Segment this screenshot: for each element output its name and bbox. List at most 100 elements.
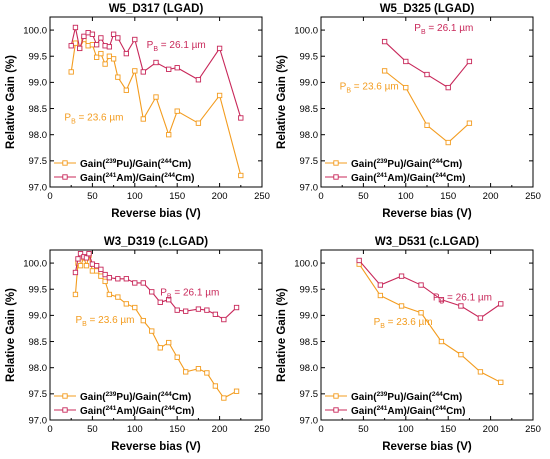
data-point [106, 44, 113, 50]
data-point [174, 354, 180, 360]
data-point [216, 45, 223, 52]
x-axis-label: Reverse bias (V) [111, 441, 201, 453]
x-tick-label: 50 [87, 191, 98, 202]
data-point [149, 328, 155, 334]
data-point [466, 120, 473, 126]
data-point [85, 43, 91, 49]
y-tick-label: 97.0 [29, 415, 48, 426]
y-tick-label: 99.5 [29, 52, 48, 63]
data-point [477, 369, 484, 375]
data-point [140, 116, 146, 122]
x-tick-label: 200 [483, 191, 499, 202]
data-point [204, 307, 210, 313]
pitch-annotation: PB = 23.6 µm [374, 317, 433, 330]
data-point [418, 282, 424, 288]
x-tick-label: 0 [47, 424, 52, 435]
data-point [106, 53, 113, 59]
y-tick-label: 97.0 [300, 415, 319, 426]
chart-title: W3_D531 (c.LGAD) [375, 236, 479, 248]
y-axis-label: Relative Gain (%) [5, 288, 17, 382]
data-point [93, 263, 100, 269]
data-point [132, 280, 138, 286]
data-point [89, 261, 96, 267]
chart-panel-0: W5_D317 (LGAD) 0 50 100 150 200 250 97.0 97.5 98.… [5, 3, 270, 220]
y-tick-label: 97.5 [300, 389, 319, 400]
data-point [132, 36, 138, 43]
x-tick-label: 0 [318, 191, 323, 202]
x-tick-label: 50 [358, 424, 369, 435]
x-tick-label: 150 [169, 424, 185, 435]
data-point [195, 120, 202, 126]
data-point [498, 379, 504, 385]
data-point [238, 115, 244, 121]
data-point [98, 273, 104, 279]
legend-label: Gain(239Pu)/Gain(244Cm) [80, 158, 191, 170]
legend-marker [333, 160, 339, 166]
data-point [123, 87, 129, 93]
data-point [93, 268, 100, 274]
data-point [157, 345, 163, 351]
data-point [86, 251, 92, 257]
x-tick-label: 50 [358, 191, 369, 202]
data-point [115, 35, 121, 41]
data-point [98, 35, 104, 41]
data-point [89, 42, 96, 48]
pitch-annotation: PB = 23.6 µm [340, 82, 399, 95]
data-point [98, 50, 104, 57]
data-point [149, 289, 155, 295]
legend-label: Gain(241Am)/Gain(244Cm) [351, 172, 466, 184]
data-point [438, 297, 445, 303]
data-point [233, 388, 240, 394]
data-point [204, 370, 210, 376]
legend-label: Gain(239Pu)/Gain(244Cm) [351, 391, 462, 403]
x-tick-label: 250 [254, 424, 270, 435]
legend-marker [62, 174, 68, 180]
data-point [458, 303, 464, 309]
series-line-1 [358, 260, 502, 319]
data-point [216, 92, 223, 99]
plot-data [381, 38, 473, 146]
data-point [123, 276, 129, 282]
data-point [110, 31, 117, 37]
data-point [195, 366, 202, 372]
x-tick-label: 100 [398, 424, 414, 435]
data-point [89, 268, 96, 274]
data-point [166, 339, 172, 346]
x-tick-label: 200 [212, 191, 228, 202]
legend-marker [62, 393, 68, 399]
data-point [424, 71, 430, 78]
y-tick-label: 100.0 [294, 258, 318, 269]
y-axis-label: Relative Gain (%) [276, 288, 288, 382]
data-point [106, 275, 113, 281]
data-point [356, 257, 362, 264]
x-axis-label: Reverse bias (V) [382, 208, 472, 220]
plot-data [356, 257, 504, 385]
x-tick-label: 250 [525, 424, 541, 435]
data-point [115, 74, 121, 80]
pitch-annotation: PB = 26.1 µm [433, 293, 492, 306]
y-tick-label: 97.5 [300, 156, 319, 167]
data-point [477, 315, 484, 321]
chart-panel-3: W3_D531 (c.LGAD) 0 50 100 150 200 250 97.0 97.5 9… [276, 236, 541, 453]
y-tick-label: 98.5 [300, 104, 319, 115]
plot-data [72, 251, 240, 401]
y-tick-label: 100.0 [23, 25, 47, 36]
y-tick-label: 97.0 [300, 182, 319, 193]
x-tick-label: 100 [127, 191, 143, 202]
pitch-annotation: PB = 26.1 µm [147, 40, 206, 53]
data-point [110, 56, 117, 62]
data-point [195, 77, 202, 83]
data-point [466, 58, 473, 65]
data-point [221, 316, 227, 323]
y-tick-label: 99.0 [29, 311, 48, 322]
data-point [233, 304, 240, 311]
x-tick-label: 200 [483, 424, 499, 435]
y-tick-label: 99.0 [29, 78, 48, 89]
data-point [123, 301, 129, 307]
x-tick-label: 100 [398, 191, 414, 202]
chart-title: W5_D317 (LGAD) [109, 3, 204, 15]
data-point [123, 50, 129, 57]
data-point [81, 33, 87, 40]
data-point [438, 338, 445, 345]
